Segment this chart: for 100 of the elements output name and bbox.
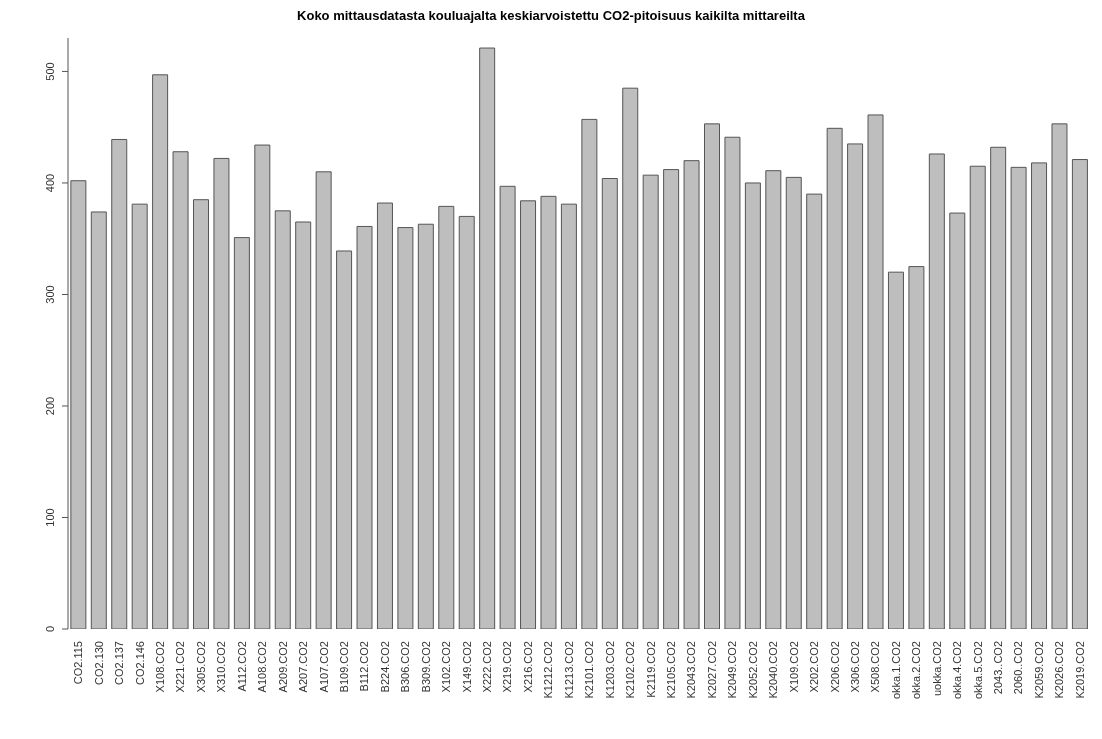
x-tick-label: X109.CO2 [787,641,800,693]
bar [274,210,291,629]
x-tick-label: K2119.CO2 [644,641,657,698]
x-tick-label: A112.CO2 [235,641,248,692]
x-tick-label: CO2.137 [113,641,126,686]
bar [847,143,864,629]
y-tick-label: 100 [44,508,56,527]
bar [724,136,741,629]
bar [356,225,373,629]
x-tick-label: X102.CO2 [440,641,453,693]
bar [336,250,353,629]
bar [867,114,884,629]
bar [499,185,516,629]
bar [887,271,904,629]
x-tick-label: X310.CO2 [215,641,228,693]
x-tick-label: X222.CO2 [481,641,494,693]
bar [131,203,148,629]
x-tick-label: A207.CO2 [297,641,310,693]
bar [765,170,782,629]
bar [520,200,537,629]
x-tick-label: K2026.CO2 [1053,641,1066,699]
bar [376,202,393,629]
x-tick-label: okka.5.CO2 [971,641,984,700]
y-tick-label: 400 [44,173,56,193]
x-tick-label: X219.CO2 [501,641,514,693]
x-tick-label: X149.CO2 [460,641,473,693]
x-tick-label: uokka.CO2 [930,641,943,697]
x-tick-label: X305.CO2 [194,641,207,693]
bar [826,127,843,629]
x-tick-label: okka.1.CO2 [889,641,902,700]
x-tick-label: K2052.CO2 [746,641,759,699]
bar [928,153,945,629]
x-tick-label: B112.CO2 [358,641,371,692]
y-tick-label: 500 [44,62,56,81]
bar [111,138,128,629]
y-tick-label: 300 [44,285,56,304]
bar [560,203,577,629]
y-tick-label: 0 [44,625,56,633]
x-tick-label: 2043..CO2 [992,641,1005,695]
bar [744,182,761,629]
x-tick-label: okka.4.CO2 [951,641,964,700]
bar [785,176,802,629]
bar [152,74,169,629]
x-tick-label: B109.CO2 [337,641,350,693]
y-tick-label: 200 [44,396,56,416]
x-tick-label: X306.CO2 [848,641,861,693]
bar [254,144,271,629]
x-tick-label: CO2.146 [133,641,146,686]
bar [438,205,455,629]
bar [683,160,700,629]
x-tick-label: X508.CO2 [869,641,882,693]
x-tick-label: B224.CO2 [378,641,391,693]
x-tick-label: X108.CO2 [153,641,166,693]
bar [193,199,209,629]
bar [1031,162,1048,629]
bar [601,178,618,629]
bar [1051,123,1068,629]
bar [295,221,312,629]
x-tick-label: K1203.CO2 [603,641,616,699]
x-tick-label: K2027.CO2 [705,641,718,699]
bar [90,211,107,629]
bar [417,223,434,629]
x-tick-label: K2040.CO2 [767,641,780,699]
x-tick-label: X216.CO2 [521,641,534,693]
chart-title: Koko mittausdatasta kouluajalta keskiarvoistettu CO2-pitoisuus kaikilta mittareilta [296,8,806,25]
x-tick-label: CO2.130 [92,641,105,686]
bar [1010,166,1027,629]
bar [233,237,250,629]
bar [172,151,189,629]
bar [581,118,598,629]
x-tick-label: K2105.CO2 [664,641,677,699]
x-tick-label: B309.CO2 [419,641,432,693]
bar [479,47,496,629]
bar [704,123,720,629]
x-tick-label: K2019.CO2 [1073,641,1086,699]
bar [663,169,680,629]
bar [458,215,475,629]
x-tick-label: A107.CO2 [317,641,330,693]
x-tick-label: K2059.CO2 [1032,641,1045,699]
bar [397,227,414,629]
x-tick-label: 2060..CO2 [1012,641,1025,695]
x-tick-label: okka.2.CO2 [910,641,923,700]
x-tick-label: K2101.CO2 [583,641,596,699]
bar [806,193,823,629]
x-tick-label: CO2.115 [72,641,85,685]
bar [622,87,639,629]
bar [315,171,332,629]
x-tick-label: A209.CO2 [276,641,289,693]
bar [969,165,986,629]
x-tick-label: X221.CO2 [174,641,187,693]
bar [642,174,659,629]
x-tick-label: K1212.CO2 [542,641,555,699]
x-tick-label: K2102.CO2 [624,641,637,699]
bar [990,146,1007,629]
x-tick-label: K2043.CO2 [685,641,698,699]
x-tick-label: A108.CO2 [256,641,269,693]
bar [949,212,966,629]
bar [908,266,925,629]
x-tick-label: X202.CO2 [808,641,821,693]
bar [213,157,230,629]
